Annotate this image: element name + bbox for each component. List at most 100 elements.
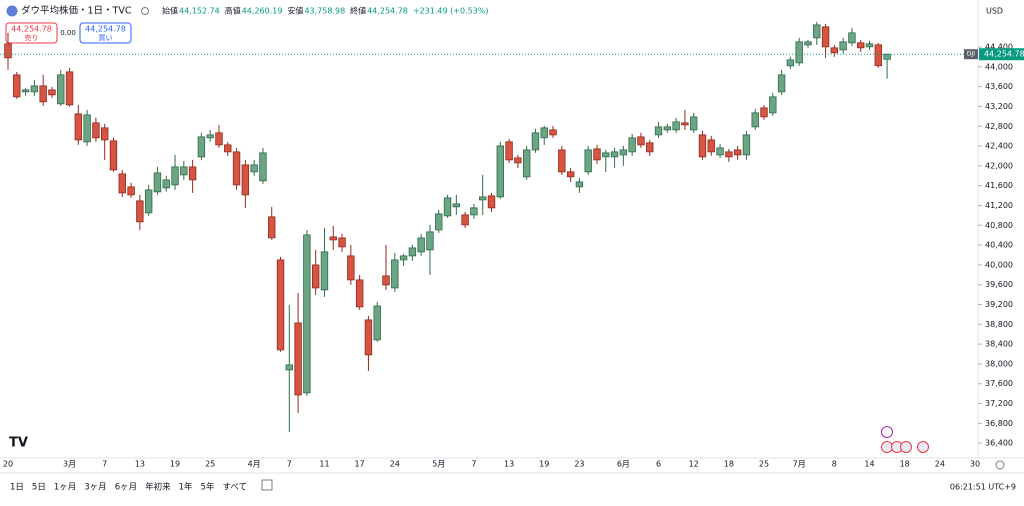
- date-range-icon[interactable]: [261, 479, 273, 491]
- x-tick-label: 19: [170, 460, 180, 469]
- symbol-tag-bg: [964, 49, 978, 60]
- range-button[interactable]: 6ヶ月: [115, 483, 137, 493]
- candle-body: [813, 24, 821, 39]
- candle-body: [531, 132, 540, 151]
- candle-body: [329, 236, 337, 241]
- currency[interactable]: USD: [986, 7, 1003, 16]
- candle-body: [355, 279, 364, 308]
- candle-body: [751, 112, 759, 128]
- ohlc-label: 安値: [287, 6, 303, 16]
- candle-body: [188, 166, 197, 181]
- sell-button[interactable]: [5, 22, 58, 44]
- candle-body: [540, 127, 548, 139]
- change: +231.49 (+0.53%): [413, 7, 489, 16]
- x-tick-label: 25: [205, 460, 215, 469]
- buy-label: 買い: [99, 34, 113, 42]
- x-tick-label: 12: [689, 460, 699, 469]
- candle-body: [698, 134, 707, 158]
- eye-icon[interactable]: [141, 7, 149, 15]
- candle-body: [610, 151, 619, 158]
- candle-body: [171, 166, 179, 186]
- range-button[interactable]: 5年: [201, 482, 215, 493]
- range-button[interactable]: 1ヶ月: [54, 483, 76, 493]
- ohlc-value: 44,260.19: [242, 7, 283, 16]
- y-tick-label: 42,800: [985, 122, 1013, 131]
- x-tick-label: 25: [759, 460, 769, 469]
- candle-body: [4, 43, 12, 59]
- range-button[interactable]: すべて: [222, 483, 247, 493]
- candle-body: [602, 152, 610, 158]
- candle-body: [443, 197, 452, 217]
- event-icon[interactable]: [881, 441, 893, 453]
- candle-body: [30, 85, 39, 93]
- candle-body: [285, 364, 294, 371]
- candle-body: [118, 173, 126, 194]
- candle-body: [294, 322, 302, 396]
- candle-body: [136, 200, 144, 223]
- candle-body: [364, 319, 373, 356]
- last-price-label: 44,254.78: [984, 50, 1024, 59]
- candle-body: [39, 85, 47, 103]
- symbol-tag: DJI: [967, 51, 975, 58]
- x-tick-label: 30: [970, 460, 980, 469]
- range-button[interactable]: 年初来: [145, 482, 171, 493]
- clock: 06:21:51 UTC+9: [950, 483, 1016, 492]
- candle-body: [628, 137, 636, 153]
- range-button[interactable]: 3ヶ月: [84, 483, 106, 493]
- x-tick-label: 17: [355, 460, 365, 469]
- candle-body: [399, 255, 408, 261]
- symbol-icon: [6, 5, 18, 17]
- candle-body: [795, 41, 803, 64]
- x-tick-label: 7: [102, 460, 107, 469]
- candle-body: [13, 74, 21, 98]
- y-tick-label: 42,000: [985, 161, 1013, 170]
- candle-body: [584, 149, 592, 173]
- candle-body: [232, 151, 241, 186]
- candle-body: [566, 171, 575, 178]
- y-tick-label: 41,200: [985, 201, 1013, 210]
- candle-body: [144, 189, 153, 214]
- event-icon[interactable]: [900, 441, 912, 453]
- candle-body: [180, 166, 188, 176]
- x-tick-label: 7: [471, 460, 476, 469]
- event-icon[interactable]: [881, 426, 893, 438]
- candle-body: [505, 141, 513, 161]
- x-tick-label: 13: [504, 460, 514, 469]
- x-tick-label: 14: [864, 460, 874, 469]
- candle-body: [162, 179, 170, 189]
- y-tick-label: 38,800: [985, 320, 1013, 329]
- y-tick-label: 37,200: [985, 399, 1013, 408]
- candle-body: [479, 196, 487, 201]
- candle-body: [250, 164, 258, 173]
- candle-body: [857, 42, 865, 49]
- x-tick-label: 18: [724, 460, 734, 469]
- y-tick-label: 44,000: [985, 62, 1013, 71]
- candle-body: [320, 251, 329, 291]
- y-tick-label: 38,000: [985, 359, 1013, 368]
- ohlc-value: 43,758.98: [304, 7, 345, 16]
- candle-body: [197, 136, 206, 158]
- range-button[interactable]: 1日: [10, 483, 24, 493]
- symbol-title[interactable]: ダウ平均株価・1日・TVC: [21, 5, 132, 17]
- candle-body: [593, 148, 601, 161]
- candle-body: [153, 172, 162, 193]
- range-button[interactable]: 1年: [179, 482, 193, 493]
- x-tick-label: 4月: [248, 460, 261, 469]
- settings-icon[interactable]: [995, 460, 1005, 470]
- y-tick-label: 40,400: [985, 241, 1013, 250]
- candle-body: [224, 144, 232, 153]
- y-tick-label: 36,800: [985, 419, 1013, 428]
- candle-body: [558, 149, 566, 173]
- event-icon[interactable]: [917, 441, 929, 453]
- ohlc-label: 高値: [225, 6, 241, 16]
- x-tick-label: 18: [900, 460, 910, 469]
- candle-body: [127, 186, 135, 196]
- candle-body: [417, 237, 425, 253]
- range-button[interactable]: 5日: [32, 483, 46, 493]
- candle-body: [760, 107, 768, 118]
- candle-body: [92, 122, 100, 139]
- buy-button[interactable]: [79, 22, 132, 44]
- candle-body: [575, 181, 584, 188]
- candle-body: [276, 259, 285, 351]
